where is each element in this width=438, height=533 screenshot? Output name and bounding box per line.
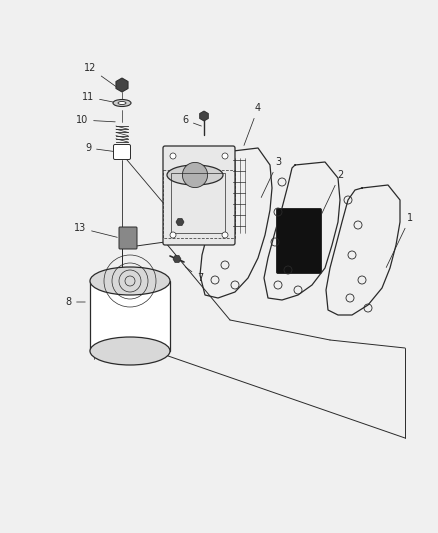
- Ellipse shape: [90, 267, 170, 295]
- Circle shape: [222, 153, 228, 159]
- Text: 5: 5: [207, 193, 221, 206]
- Text: 8: 8: [65, 297, 85, 307]
- Text: 3: 3: [261, 157, 281, 198]
- FancyBboxPatch shape: [276, 208, 321, 273]
- Ellipse shape: [118, 101, 126, 104]
- Bar: [171, 173, 225, 233]
- Circle shape: [222, 232, 228, 238]
- Text: 6: 6: [182, 115, 201, 126]
- Text: 2: 2: [316, 170, 343, 225]
- Ellipse shape: [167, 165, 223, 185]
- Circle shape: [170, 153, 176, 159]
- Circle shape: [182, 163, 208, 188]
- Text: 1: 1: [386, 213, 413, 268]
- Circle shape: [170, 232, 176, 238]
- Text: 10: 10: [76, 115, 115, 125]
- FancyBboxPatch shape: [163, 146, 235, 245]
- Text: 12: 12: [84, 63, 116, 86]
- Text: 7: 7: [190, 230, 203, 243]
- FancyBboxPatch shape: [113, 144, 131, 159]
- Text: 4: 4: [244, 103, 261, 146]
- Text: 7: 7: [185, 266, 203, 283]
- Text: 11: 11: [82, 92, 115, 102]
- Ellipse shape: [113, 100, 131, 107]
- Text: 13: 13: [74, 223, 117, 237]
- FancyBboxPatch shape: [119, 227, 137, 249]
- Text: 9: 9: [85, 143, 115, 153]
- Bar: [90, 281, 170, 351]
- Ellipse shape: [90, 337, 170, 365]
